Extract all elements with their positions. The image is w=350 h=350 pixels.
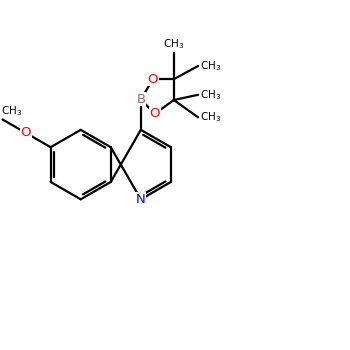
- Text: CH$_3$: CH$_3$: [163, 37, 184, 51]
- Text: O: O: [149, 107, 160, 120]
- Text: CH$_3$: CH$_3$: [200, 59, 221, 73]
- Text: O: O: [21, 126, 31, 140]
- Text: N: N: [136, 193, 146, 206]
- Text: CH$_3$: CH$_3$: [200, 111, 221, 124]
- Text: O: O: [148, 73, 158, 86]
- Text: B: B: [136, 93, 145, 106]
- Text: CH$_3$: CH$_3$: [1, 104, 22, 118]
- Text: CH$_3$: CH$_3$: [200, 88, 221, 102]
